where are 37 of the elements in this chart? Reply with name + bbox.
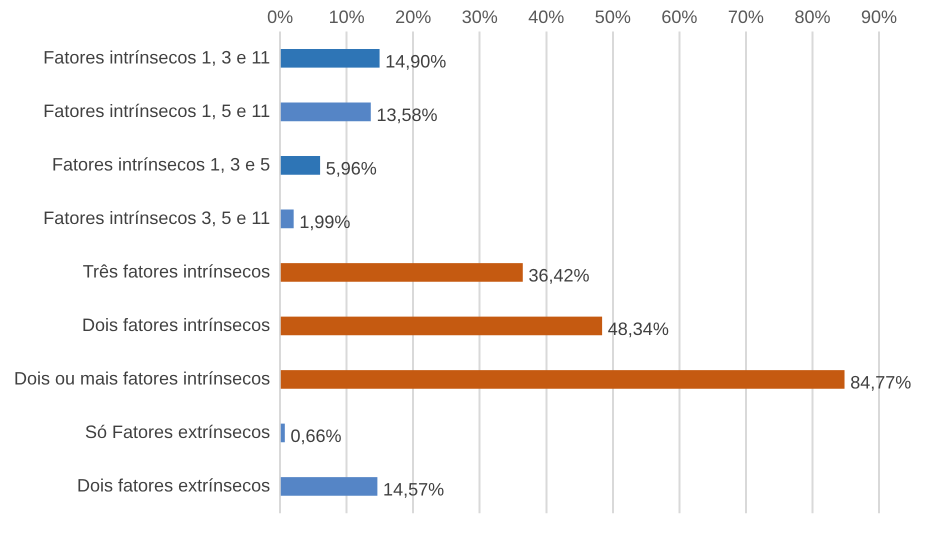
x-tick-label: 0%	[267, 6, 294, 27]
data-label: 0,66%	[290, 426, 342, 446]
data-label: 1,99%	[299, 212, 350, 232]
bar	[280, 156, 320, 175]
y-tick-label: Fatores intrínsecos 1, 3 e 11	[43, 47, 270, 68]
bar	[280, 263, 523, 282]
y-tick-label: Dois ou mais fatores intrínsecos	[14, 368, 270, 388]
x-tick-label: 20%	[395, 6, 432, 27]
x-tick-label: 10%	[328, 6, 365, 27]
x-tick-label: 90%	[860, 6, 898, 27]
y-tick-label: Dois fatores intrínsecos	[82, 314, 270, 335]
y-tick-label: Dois fatores extrínsecos	[77, 475, 270, 496]
data-label: 5,96%	[326, 158, 377, 178]
bar	[280, 370, 845, 389]
y-tick-label: Três fatores intrínsecos	[82, 261, 270, 282]
x-tick-label: 50%	[594, 6, 631, 27]
y-tick-label: Só Fatores extrínsecos	[85, 422, 270, 442]
bar	[280, 210, 294, 228]
y-tick-label: Fatores intrínsecos 1, 5 e 11	[43, 100, 270, 121]
y-tick-label: Fatores intrínsecos 3, 5 e 11	[43, 208, 270, 228]
bar	[280, 102, 371, 122]
data-label: 14,57%	[383, 479, 444, 500]
data-label: 36,42%	[528, 265, 590, 286]
y-tick-label: Fatores intrínsecos 1, 3 e 5	[52, 154, 270, 174]
bar	[280, 49, 380, 68]
data-label: 48,34%	[608, 318, 669, 339]
x-tick-label: 40%	[528, 6, 564, 27]
data-label: 14,90%	[385, 51, 446, 72]
x-tick-label: 80%	[794, 6, 830, 27]
bar	[280, 424, 285, 442]
data-label: 84,77%	[850, 372, 912, 392]
bar	[280, 316, 602, 336]
x-tick-label: 30%	[462, 6, 498, 27]
data-label: 13,58%	[376, 104, 438, 125]
bar	[280, 477, 378, 496]
x-tick-label: 60%	[661, 6, 698, 27]
x-tick-label: 70%	[728, 6, 764, 27]
